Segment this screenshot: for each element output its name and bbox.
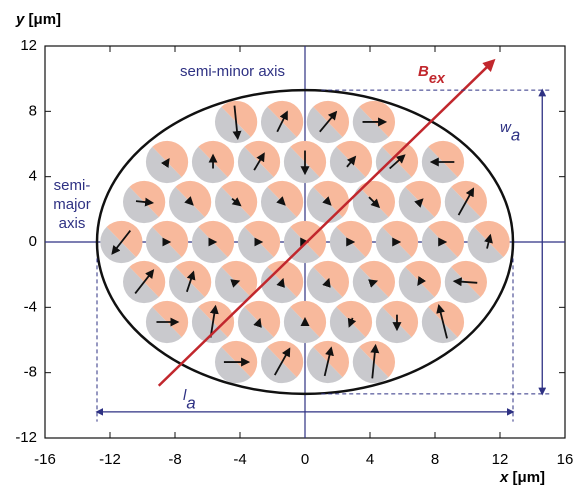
- semi-minor-label: semi-minor axis: [180, 63, 285, 80]
- width-label-sub: a: [511, 126, 520, 145]
- x-axis-label: x [μm]: [499, 469, 545, 486]
- y-tick-label: -4: [24, 298, 37, 315]
- x-tick-label: 12: [492, 451, 509, 468]
- y-axis-label: y [μm]: [15, 11, 61, 28]
- x-tick-label: -16: [34, 451, 56, 468]
- x-tick-label: 8: [431, 451, 439, 468]
- field-label-sub: ex: [429, 71, 446, 87]
- y-unit: [μm]: [29, 11, 62, 28]
- x-tick-label: 4: [366, 451, 374, 468]
- semi-major-label: major: [53, 196, 91, 213]
- y-label: y: [15, 11, 25, 28]
- width-label: wa: [500, 119, 520, 145]
- y-tick-label: -8: [24, 364, 37, 381]
- x-tick-label: -4: [233, 451, 246, 468]
- semi-major-label: axis: [59, 215, 86, 232]
- x-unit: [μm]: [513, 469, 546, 486]
- y-tick-label: 0: [29, 233, 37, 250]
- x-tick-label: 16: [557, 451, 574, 468]
- y-tick-label: 8: [29, 102, 37, 119]
- field-label-main: B: [418, 63, 429, 80]
- x-tick-label: -12: [99, 451, 121, 468]
- y-tick-label: 12: [20, 37, 37, 54]
- length-label-sub: a: [186, 394, 195, 413]
- x-tick-label: 0: [301, 451, 309, 468]
- length-label: la: [183, 387, 196, 413]
- x-label: x: [499, 469, 509, 486]
- y-tick-label: -12: [15, 429, 37, 446]
- semi-major-label: semi-: [54, 177, 91, 194]
- x-tick-label: -8: [168, 451, 181, 468]
- y-tick-label: 4: [29, 168, 37, 185]
- field-label: Bex: [418, 63, 446, 87]
- chart: y [μm] x [μm] -16 -12 -8 -4 0 4 8 12 16 -12 -8 -4 0 4…: [0, 0, 574, 490]
